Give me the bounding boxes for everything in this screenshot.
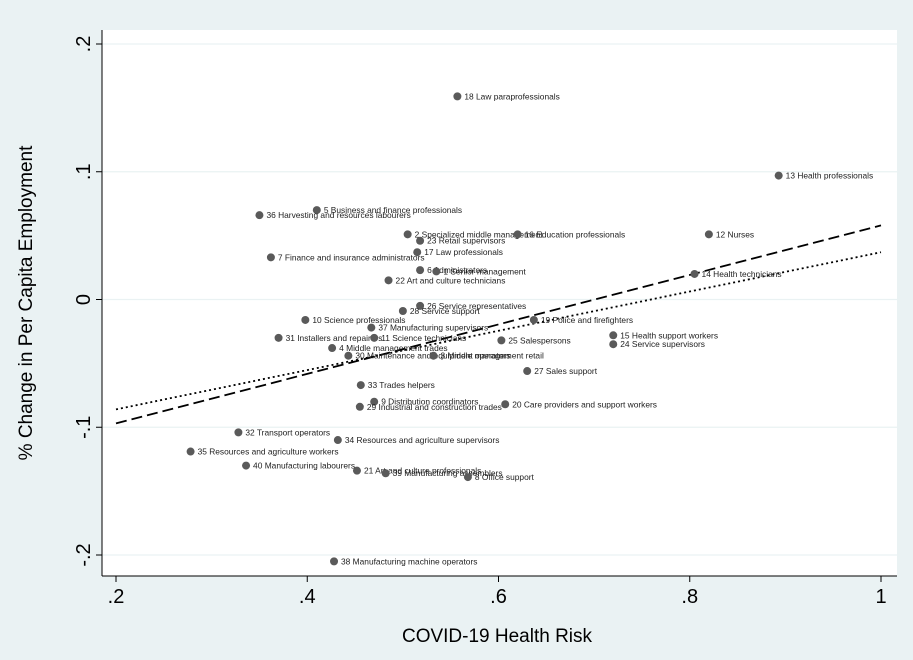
x-axis-title: COVID-19 Health Risk — [402, 626, 593, 647]
axes: -.2 -.1 0 .1 .2 .2 .4 .6 .8 1 — [73, 30, 897, 608]
data-point-12 — [690, 269, 699, 278]
data-point-34 — [186, 447, 195, 456]
fit-lines — [115, 224, 882, 425]
data-point-3 — [255, 211, 264, 220]
data-point-label-22: 25 Salespersons — [508, 335, 570, 345]
data-point-label-38: 8 Office support — [475, 472, 535, 482]
data-point-0 — [453, 92, 462, 101]
data-point-32 — [234, 428, 243, 437]
data-point-13 — [384, 276, 393, 285]
data-point-label-34: 35 Resources and agriculture workers — [198, 447, 339, 457]
data-point-label-33: 34 Resources and agriculture supervisors — [345, 435, 500, 445]
data-point-label-28: 33 Trades helpers — [368, 380, 435, 390]
x-tick-label-3: .8 — [681, 586, 698, 608]
data-point-17 — [529, 315, 538, 324]
data-points: 18 Law paraprofessionals 13 Health profes… — [186, 91, 874, 566]
data-point-11 — [432, 267, 441, 276]
data-point-9 — [266, 253, 275, 262]
x-tick-label-4: 1 — [875, 586, 886, 608]
data-point-4 — [403, 230, 412, 239]
y-tick-label-4: .2 — [73, 36, 95, 53]
data-point-label-26: 3 Middle management retail — [440, 351, 543, 361]
x-tick-label-0: .2 — [108, 586, 125, 608]
data-point-5 — [513, 230, 522, 239]
data-point-35 — [242, 461, 251, 470]
data-point-label-5: 16 Education professionals — [525, 229, 626, 239]
data-point-31 — [355, 402, 364, 411]
data-point-label-19: 31 Installers and repairers — [286, 333, 383, 343]
data-point-label-30: 20 Care providers and support workers — [512, 399, 657, 409]
data-point-2 — [312, 206, 321, 215]
y-tick-label-3: .1 — [73, 163, 95, 180]
data-point-label-7: 23 Retail supervisors — [427, 236, 505, 246]
y-axis-title: % Change in Per Capita Employment — [16, 145, 37, 460]
data-point-label-31: 29 Industrial and construction trades — [367, 402, 502, 412]
data-point-16 — [301, 315, 310, 324]
data-point-25 — [344, 351, 353, 360]
data-point-22 — [497, 336, 506, 345]
data-point-14 — [416, 301, 425, 310]
data-point-10 — [416, 266, 425, 275]
data-point-7 — [416, 236, 425, 245]
data-point-label-3: 36 Harvesting and resources labourers — [266, 210, 410, 220]
data-point-label-23: 24 Service supervisors — [620, 339, 705, 349]
data-point-label-16: 10 Science professionals — [312, 315, 405, 325]
y-tick-label-1: -.1 — [73, 416, 95, 439]
data-point-30 — [501, 400, 510, 409]
data-point-label-20: 11 Science technicians — [381, 333, 466, 343]
data-point-label-17: 19 Police and firefighters — [541, 315, 633, 325]
data-point-label-21: 15 Health support workers — [620, 330, 718, 340]
data-point-label-37: 39 Manufacturing assemblers — [393, 468, 503, 478]
data-point-label-6: 12 Nurses — [716, 229, 754, 239]
y-tick-label-2: 0 — [73, 294, 95, 305]
plot-area — [102, 30, 897, 576]
data-point-label-18: 37 Manufacturing supervisors — [378, 323, 488, 333]
data-point-23 — [609, 340, 618, 349]
fit-line-dashed — [115, 224, 882, 425]
data-point-label-12: 14 Health technicians — [702, 269, 782, 279]
y-tick-label-0: -.2 — [73, 543, 95, 566]
data-point-label-39: 38 Manufacturing machine operators — [341, 556, 477, 566]
data-point-8 — [413, 248, 422, 257]
data-point-29 — [370, 397, 379, 406]
data-point-33 — [333, 436, 342, 445]
data-point-label-2: 5 Business and finance professionals — [324, 205, 462, 215]
data-point-15 — [398, 306, 407, 315]
data-point-28 — [356, 381, 365, 390]
data-point-21 — [609, 331, 618, 340]
data-point-label-24: 4 Middle management trades — [339, 343, 447, 353]
x-tick-label-1: .4 — [299, 586, 316, 608]
x-tick-label-2: .6 — [490, 586, 507, 608]
data-point-label-13: 22 Art and culture technicians — [396, 275, 506, 285]
data-point-label-35: 40 Manufacturing labourers — [253, 461, 355, 471]
data-point-6 — [704, 230, 713, 239]
data-point-36 — [352, 466, 361, 475]
data-point-label-10: 6 Administrators — [427, 265, 487, 275]
data-point-20 — [370, 333, 379, 342]
data-point-label-14: 26 Service representatives — [427, 301, 526, 311]
data-point-label-29: 9 Distribution coordinators — [381, 397, 478, 407]
data-point-label-27: 27 Sales support — [534, 366, 598, 376]
data-point-39 — [330, 557, 339, 566]
data-point-label-11: 1 Senior management — [443, 266, 526, 276]
fit-line-dotted — [115, 251, 882, 411]
data-point-1 — [774, 171, 783, 180]
data-point-label-9: 7 Finance and insurance administrators — [278, 252, 425, 262]
data-point-label-15: 28 Service support — [410, 306, 481, 316]
data-point-label-1: 13 Health professionals — [786, 171, 874, 181]
data-point-26 — [429, 351, 438, 360]
data-point-27 — [523, 367, 532, 376]
data-point-label-4: 2 Specialized middle management — [415, 229, 544, 239]
data-point-38 — [463, 473, 472, 482]
data-point-label-8: 17 Law professionals — [424, 247, 503, 257]
data-point-19 — [274, 333, 283, 342]
data-point-18 — [367, 323, 376, 332]
data-point-37 — [381, 469, 390, 478]
data-point-24 — [328, 344, 337, 353]
gridlines — [102, 43, 897, 556]
data-point-label-32: 32 Transport operators — [245, 427, 330, 437]
data-point-label-36: 21 Art and culture professionals — [364, 466, 481, 476]
data-point-label-0: 18 Law paraprofessionals — [464, 91, 559, 101]
